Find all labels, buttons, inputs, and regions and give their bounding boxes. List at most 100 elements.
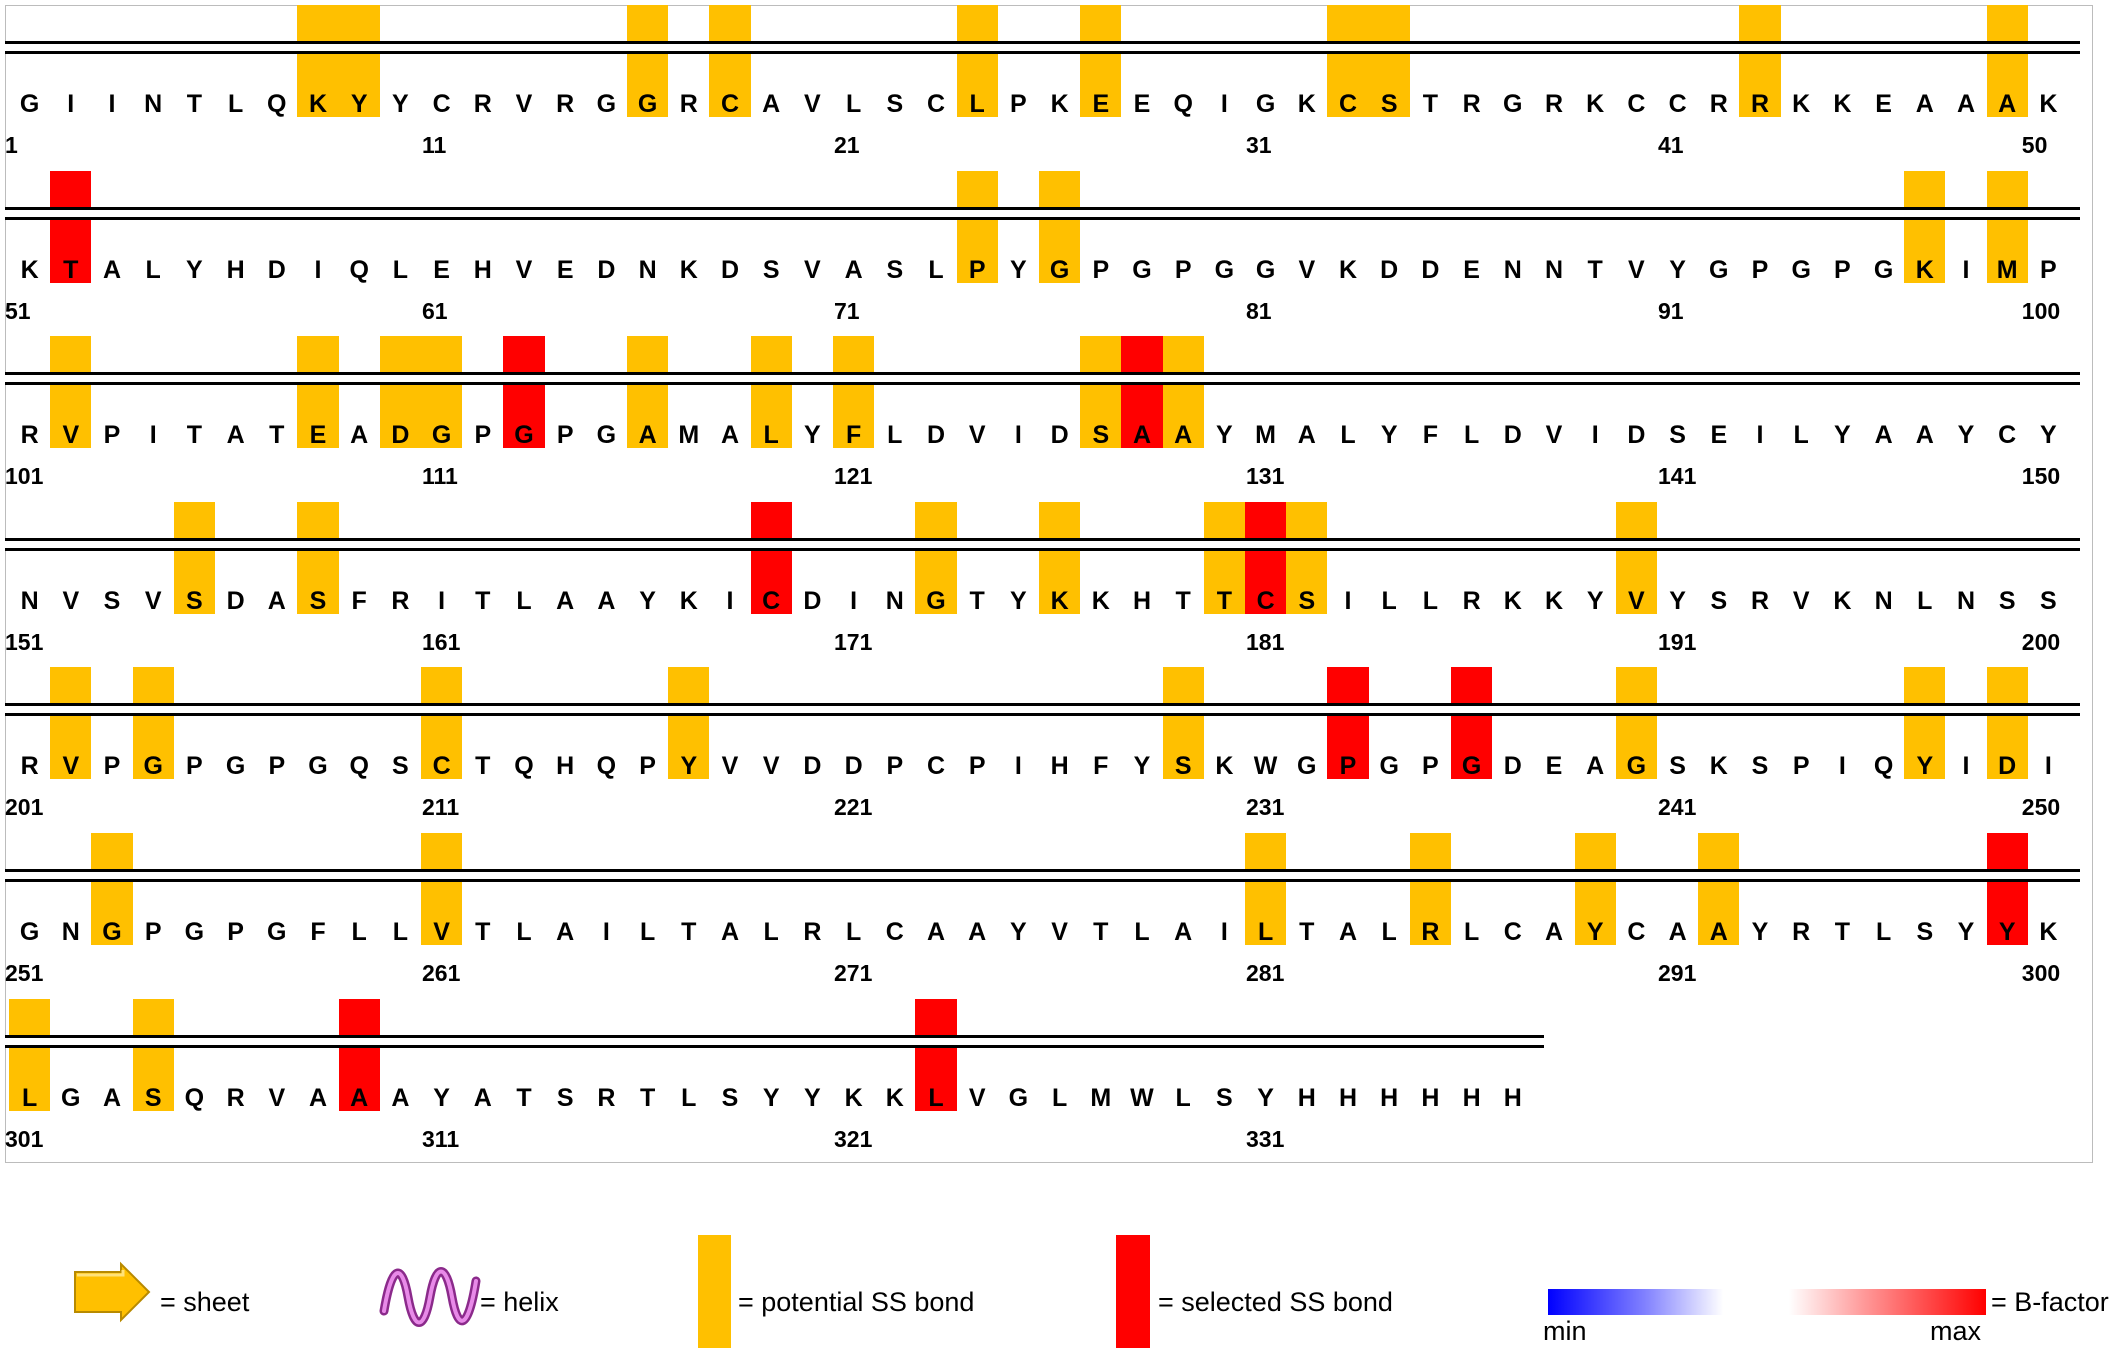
residue: G	[1255, 90, 1276, 118]
residue: L	[1463, 918, 1480, 946]
bfactor-min-label: min	[1543, 1316, 1587, 1346]
potential-ss-bond-marker	[668, 667, 710, 780]
residue: Y	[1957, 421, 1975, 450]
residue: G	[1379, 752, 1399, 781]
residue: T	[681, 918, 697, 946]
residue: D	[803, 586, 822, 615]
residue: N	[1874, 586, 1893, 615]
residue: H	[1503, 1083, 1522, 1112]
residue: P	[103, 752, 121, 781]
residue: T	[63, 255, 79, 284]
potential-ss-bond-marker	[1039, 501, 1081, 614]
residue: K	[1215, 752, 1234, 781]
residue: P	[1174, 255, 1192, 284]
residue: P	[968, 255, 986, 284]
residue: V	[62, 586, 80, 615]
residue: P	[2040, 255, 2057, 284]
residue: L	[887, 421, 903, 450]
potential-ss-bond-marker	[1162, 336, 1204, 449]
residue: P	[1792, 752, 1810, 781]
potential-ss-bond-marker	[709, 5, 751, 117]
residue-index-label: 241	[1658, 794, 1697, 821]
residue: A	[968, 918, 987, 946]
residue: I	[108, 90, 116, 118]
residue: L	[516, 586, 532, 615]
residue: L	[1381, 586, 1397, 615]
residue: P	[186, 752, 203, 781]
residue: R	[1750, 90, 1770, 118]
residue: L	[1793, 421, 1809, 450]
residue: F	[1093, 752, 1109, 781]
residue: A	[1915, 421, 1934, 450]
residue: G	[102, 918, 122, 946]
residue: V	[1298, 255, 1316, 284]
residue: R	[473, 90, 492, 118]
residue-index-label: 61	[422, 297, 448, 324]
residue: E	[309, 421, 327, 450]
residue: R	[1462, 586, 1481, 615]
residue: E	[1710, 421, 1728, 450]
residue: M	[678, 421, 700, 450]
potential-ss-bond-marker	[1162, 667, 1204, 780]
residue: R	[803, 918, 822, 946]
residue: L	[227, 90, 244, 118]
residue: D	[226, 586, 245, 615]
residue: Y	[392, 90, 409, 118]
residue: A	[556, 918, 575, 946]
potential-ss-bond-marker	[297, 336, 339, 449]
residue: L	[1257, 918, 1274, 946]
selected-ss-bond-marker	[1986, 833, 2028, 945]
residue: Y	[680, 752, 698, 781]
residue: K	[1833, 586, 1852, 615]
residue: K	[1297, 90, 1316, 118]
residue: A	[350, 1083, 369, 1112]
residue: S	[1710, 586, 1728, 615]
residue: V	[804, 90, 821, 118]
residue: I	[2044, 752, 2052, 781]
residue: C	[1998, 421, 2017, 450]
potential-ss-bond-marker	[1739, 5, 1781, 117]
residue: R	[391, 586, 410, 615]
residue: K	[2039, 90, 2058, 118]
potential-ss-bond-marker	[1904, 667, 1946, 780]
residue: Y	[1916, 752, 1934, 781]
potential-ss-bond-marker	[1368, 5, 1410, 117]
residue: G	[1132, 255, 1152, 284]
residue-index-label: 261	[422, 960, 461, 986]
residue: T	[269, 421, 285, 450]
bfactor-gradient-bar	[1548, 1289, 1986, 1315]
residue: L	[969, 90, 985, 118]
residue: S	[1669, 421, 1686, 450]
residue: H	[1421, 1083, 1440, 1112]
residue: Y	[1216, 421, 1233, 450]
potential-ss-bond-marker	[50, 667, 92, 780]
residue: T	[1216, 586, 1233, 615]
residue: T	[1834, 918, 1851, 946]
residue: C	[762, 586, 781, 615]
potential-ss-bond-marker	[833, 336, 875, 449]
residue: R	[679, 90, 698, 118]
residue: M	[1255, 421, 1276, 450]
residue: K	[679, 586, 698, 615]
residue: I	[314, 255, 322, 284]
residue: D	[1503, 752, 1522, 781]
residue: R	[556, 90, 575, 118]
potential-ss-bond-marker	[1245, 833, 1287, 945]
residue: H	[1462, 1083, 1481, 1112]
residue: G	[1709, 255, 1729, 284]
residue: Y	[804, 1083, 821, 1112]
residue: T	[1093, 918, 1109, 946]
potential-ss-bond-marker	[1615, 501, 1657, 614]
residue: T	[186, 421, 203, 450]
residue: T	[516, 1083, 532, 1112]
residue: L	[1175, 1083, 1191, 1112]
residue: I	[1344, 586, 1352, 615]
potential-ss-bond-marker	[1904, 170, 1946, 283]
potential-ss-bond-marker	[132, 667, 174, 780]
residue: G	[1791, 255, 1811, 284]
residue: V	[721, 752, 739, 781]
potential-ss-bond-marker	[421, 336, 463, 449]
residue: V	[268, 1083, 286, 1112]
potential-ss-bond-swatch	[698, 1235, 731, 1348]
residue: A	[1132, 421, 1152, 450]
